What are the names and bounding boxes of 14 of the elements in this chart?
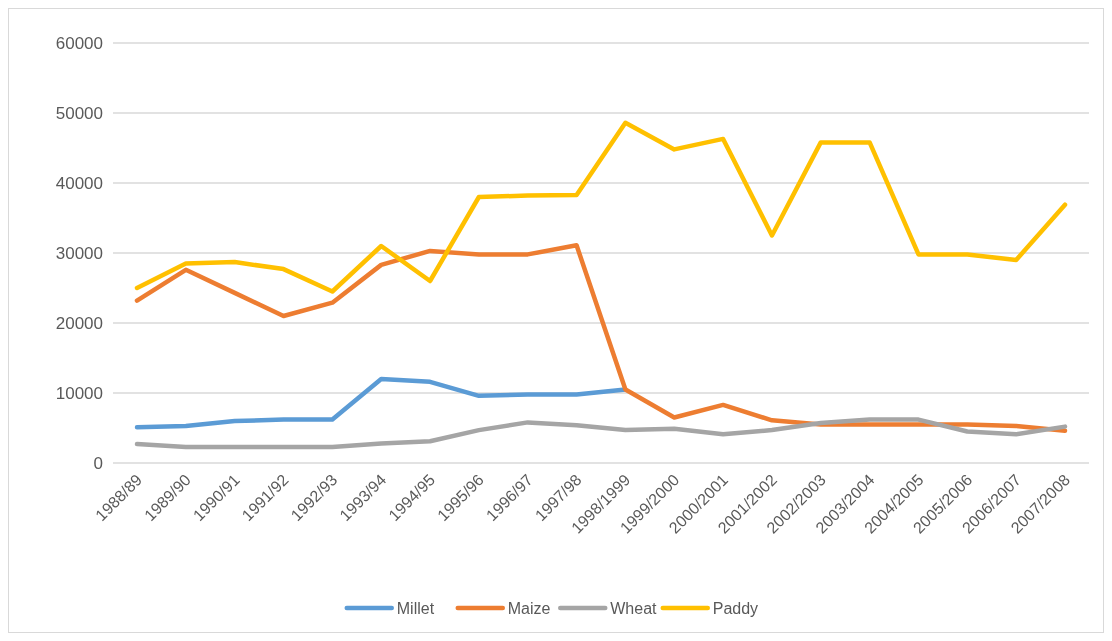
y-tick-label: 10000 xyxy=(55,383,103,403)
y-tick-label: 0 xyxy=(93,453,103,473)
legend-label: Paddy xyxy=(712,599,759,617)
line-series xyxy=(134,120,1068,294)
y-tick-label: 30000 xyxy=(55,243,103,263)
line-series xyxy=(134,417,1068,450)
y-tick-label: 50000 xyxy=(55,103,103,123)
legend-label: Maize xyxy=(507,599,551,617)
line-series xyxy=(134,243,1068,434)
y-tick-label: 60000 xyxy=(55,33,103,53)
y-tick-label: 20000 xyxy=(55,313,103,333)
legend-label: Wheat xyxy=(610,599,658,617)
y-tick-label: 40000 xyxy=(55,173,103,193)
legend-label: Millet xyxy=(396,599,435,617)
